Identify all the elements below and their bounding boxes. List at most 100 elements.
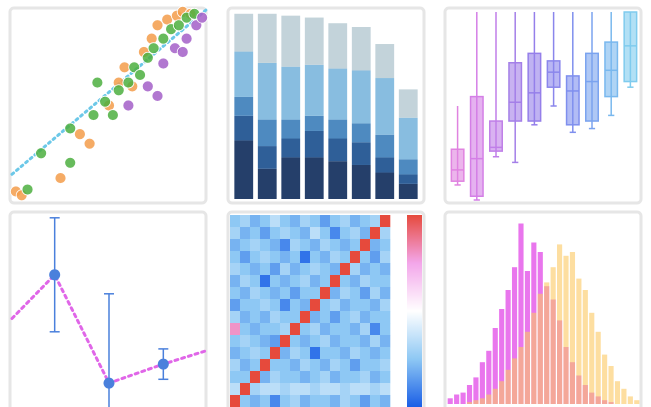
histogram-bar	[582, 290, 588, 404]
point	[145, 32, 158, 45]
heatmap-cell	[310, 287, 321, 300]
heatmap-cell	[260, 287, 271, 300]
heatmap-cell	[330, 371, 341, 384]
histogram-bar	[511, 267, 518, 404]
bar-segment	[304, 157, 324, 199]
histogram-bar	[531, 312, 537, 404]
heatmap-cell	[290, 395, 301, 407]
heatmap-cell	[280, 215, 291, 228]
heatmap-cell	[360, 371, 371, 384]
point	[172, 19, 185, 32]
heatmap-cell	[360, 359, 371, 372]
bar-segment	[351, 142, 371, 165]
point	[49, 269, 61, 281]
point	[87, 109, 100, 121]
box	[489, 120, 503, 152]
heatmap-cell	[250, 311, 261, 324]
bar-segment	[234, 13, 254, 52]
heatmap-cell	[380, 383, 391, 396]
heatmap-cell	[280, 359, 291, 372]
point	[157, 57, 170, 70]
heatmap-cell	[340, 371, 351, 384]
heatmap-cell	[360, 287, 371, 300]
heatmap-cell	[360, 311, 371, 324]
heatmap-cell	[230, 275, 241, 288]
histogram-bar	[614, 381, 621, 404]
heatmap-cell	[370, 395, 381, 407]
histogram-bar	[576, 278, 582, 404]
heatmap-cell	[300, 359, 311, 372]
bar-segment	[281, 157, 301, 199]
bar-segment	[375, 78, 395, 135]
heatmap-cell	[260, 359, 271, 372]
heatmap-cell	[360, 347, 371, 360]
heatmap-cell	[270, 359, 281, 372]
box	[565, 75, 580, 126]
heatmap-cell	[340, 299, 351, 312]
histogram-bar	[499, 309, 505, 404]
box	[527, 52, 542, 122]
heatmap-cell	[310, 335, 321, 348]
heatmap-cell	[350, 359, 361, 372]
heatmap-cell	[320, 263, 331, 276]
histogram-bar	[589, 312, 595, 404]
heatmap-cell	[320, 347, 331, 360]
bar-segment	[328, 138, 348, 162]
heatmap-cell	[320, 251, 331, 264]
heatmap-cell	[240, 263, 251, 276]
point	[112, 84, 125, 97]
heatmap-cell	[240, 371, 251, 384]
bar-segment	[281, 66, 301, 120]
heatmap-cell	[380, 287, 391, 300]
heatmap-cell	[270, 347, 281, 360]
heatmap-cell	[380, 347, 391, 360]
heatmap-cell	[270, 227, 281, 240]
histogram-bar	[479, 362, 485, 404]
heatmap-cell	[270, 371, 281, 384]
bar-segment	[234, 140, 254, 199]
heatmap-cell	[230, 287, 241, 300]
histogram-bar	[518, 223, 524, 404]
heatmap-cell	[320, 287, 331, 300]
heatmap-cell	[260, 371, 271, 384]
heatmap-cell	[370, 323, 381, 336]
bar-segment	[398, 159, 418, 175]
point	[54, 172, 67, 184]
heatmap-cell	[250, 323, 261, 336]
heatmap-cell	[330, 323, 341, 336]
point	[134, 69, 146, 81]
heatmap-cell	[240, 347, 251, 360]
heatmap-cell	[330, 251, 341, 264]
bar-segment	[257, 62, 277, 120]
histogram-bar	[466, 402, 473, 404]
bar-segment	[234, 115, 254, 141]
heatmap-cell	[380, 215, 391, 228]
heatmap-cell	[290, 263, 301, 276]
histogram-bar	[479, 398, 485, 404]
point	[147, 42, 160, 55]
heatmap-cell	[280, 251, 291, 264]
histogram-bar	[524, 331, 530, 404]
heatmap-cell	[260, 335, 271, 348]
heatmap-cell	[330, 287, 341, 300]
point	[196, 11, 209, 24]
heatmap-cell	[350, 227, 361, 240]
histogram-bar	[518, 347, 524, 404]
histogram-bar	[627, 396, 633, 404]
point	[91, 76, 104, 89]
heatmap-cell	[340, 359, 351, 372]
heatmap-cell	[350, 215, 361, 228]
bar-segment	[257, 168, 277, 199]
bar-segment	[281, 15, 301, 67]
bar-segment	[375, 157, 395, 173]
heatmap-cell	[300, 227, 311, 240]
bar-segment	[375, 172, 395, 199]
heatmap-cell	[310, 371, 321, 384]
histogram-bar	[634, 400, 640, 404]
histogram-bar	[595, 331, 601, 404]
heatmap-cell	[230, 299, 241, 312]
heatmap-cell	[250, 335, 261, 348]
heatmap-cell	[230, 383, 241, 396]
bar-segment	[351, 27, 371, 71]
histogram-bar	[537, 293, 543, 404]
